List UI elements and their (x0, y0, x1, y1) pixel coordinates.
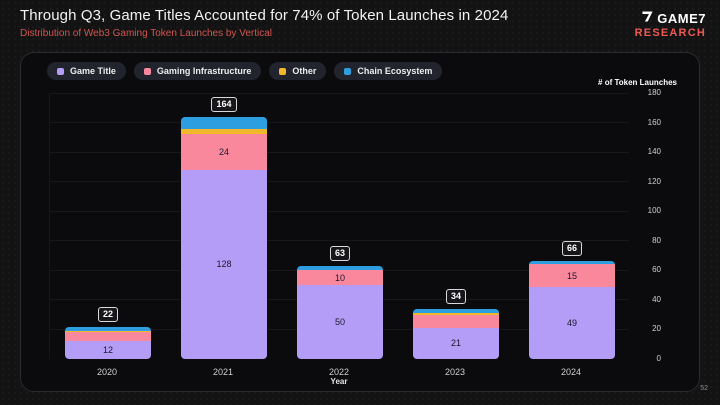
x-tick-label-2023: 2023 (444, 367, 466, 377)
y-tick-label: 160 (647, 117, 661, 127)
total-label-wrap: 66 (514, 238, 630, 257)
total-value-badge: 164 (211, 96, 237, 112)
legend-item-chain-ecosystem[interactable]: Chain Ecosystem (334, 62, 443, 80)
y-tick-label: 20 (652, 324, 661, 334)
bar-segment-gaming-infrastructure: 10 (297, 270, 383, 286)
brand-logo: GAME7 RESEARCH (635, 10, 706, 39)
stacked-bar-2024: 49 15 (529, 261, 615, 359)
gridline (50, 92, 629, 94)
segment-value-label: 10 (334, 272, 345, 283)
bar-segment-gaming-infrastructure: 15 (529, 264, 615, 287)
bar-group-2023: 21 34 (398, 93, 514, 359)
total-label-wrap: 63 (282, 243, 398, 261)
y-axis-title: # of Token Launches (598, 78, 677, 87)
game7-seven-icon (642, 10, 653, 26)
legend-label: Gaming Infrastructure (156, 66, 252, 76)
segment-value-label: 12 (102, 345, 113, 356)
x-axis-title: Year (330, 377, 348, 386)
gridline (50, 240, 629, 242)
bar-segment-game-title: 128 (181, 169, 267, 359)
total-value-badge: 63 (329, 245, 350, 261)
segment-value-label: 50 (334, 317, 345, 328)
bar-group-2020: 12 22 (50, 93, 166, 359)
y-tick-label: 80 (652, 235, 661, 245)
chart-panel: Game Title Gaming Infrastructure Other Chai… (20, 52, 700, 392)
bar-segment-chain-ecosystem (529, 261, 615, 265)
legend-swatch-icon (143, 67, 151, 75)
bar-segment-game-title: 50 (297, 285, 383, 359)
legend-swatch-icon (57, 67, 64, 75)
total-label-wrap: 22 (50, 304, 166, 322)
legend-label: Game Title (70, 66, 116, 76)
y-tick-label: 140 (647, 147, 661, 157)
segment-value-label: 24 (218, 147, 229, 158)
y-tick-label: 100 (647, 206, 661, 216)
x-tick-label-2021: 2021 (212, 367, 234, 377)
legend-swatch-icon (279, 67, 287, 75)
bar-segment-game-title: 49 (529, 286, 615, 359)
brand-sub: RESEARCH (634, 27, 706, 39)
page-title: Through Q3, Game Titles Accounted for 74… (20, 7, 509, 24)
stacked-bar-2023: 21 (413, 308, 499, 359)
segment-value-label: 49 (566, 317, 577, 328)
bar-segment-chain-ecosystem (181, 116, 267, 129)
y-tick-label: 0 (656, 354, 661, 363)
x-tick-label-2024: 2024 (560, 367, 582, 377)
bar-segment-chain-ecosystem (413, 308, 499, 314)
bar-segment-other (65, 330, 151, 333)
bar-segment-gaming-infrastructure (65, 332, 151, 342)
x-tick-label-2022: 2022 (328, 367, 350, 377)
legend-label: Chain Ecosystem (357, 66, 433, 76)
stacked-bar-2020: 12 (65, 326, 151, 359)
y-tick-label: 40 (652, 294, 661, 304)
legend-item-other[interactable]: Other (269, 62, 327, 80)
header: Through Q3, Game Titles Accounted for 74… (20, 7, 600, 39)
legend-label: Other (292, 66, 317, 76)
bar-group-2021: 128 24 164 (166, 93, 282, 359)
total-value-badge: 66 (561, 241, 582, 257)
gridline (50, 181, 629, 183)
segment-value-label: 15 (566, 270, 577, 281)
total-value-badge: 34 (445, 288, 466, 304)
legend-item-gaming-infrastructure[interactable]: Gaming Infrastructure (133, 62, 262, 80)
y-tick-label: 180 (647, 88, 661, 97)
y-tick-label: 120 (647, 176, 661, 186)
gridline (50, 122, 629, 124)
legend-item-game-title[interactable]: Game Title (47, 62, 126, 80)
bar-segment-game-title: 12 (65, 341, 151, 359)
total-value-badge: 22 (97, 306, 118, 322)
gridline (50, 151, 629, 153)
chart-legend: Game Title Gaming Infrastructure Other Chai… (47, 62, 443, 80)
y-tick-label: 60 (652, 265, 661, 275)
bar-group-2024: 49 15 66 (514, 93, 630, 359)
brand-name: GAME7 (657, 10, 706, 26)
segment-value-label: 128 (216, 259, 232, 270)
total-label-wrap: 34 (398, 286, 514, 304)
bar-segment-game-title: 21 (413, 327, 499, 359)
bar-segment-other (413, 313, 499, 315)
x-tick-label-2020: 2020 (96, 367, 118, 377)
plot-area: 12 22 128 24 164 50 10 63 21 34 49 15 66 (49, 92, 630, 359)
bar-segment-chain-ecosystem (65, 326, 151, 331)
bar-segment-gaming-infrastructure (413, 314, 499, 328)
stacked-bar-2021: 128 24 (181, 116, 267, 359)
legend-swatch-icon (344, 67, 352, 75)
page-number: 52 (700, 385, 708, 392)
total-label-wrap: 164 (166, 94, 282, 112)
bar-segment-other (181, 128, 267, 135)
bar-group-2022: 50 10 63 (282, 93, 398, 359)
gridline (50, 210, 629, 212)
bar-segment-chain-ecosystem (297, 265, 383, 271)
stacked-bar-2022: 50 10 (297, 265, 383, 359)
bar-segment-gaming-infrastructure: 24 (181, 134, 267, 170)
page-subtitle: Distribution of Web3 Gaming Token Launch… (20, 28, 272, 39)
segment-value-label: 21 (450, 338, 461, 349)
